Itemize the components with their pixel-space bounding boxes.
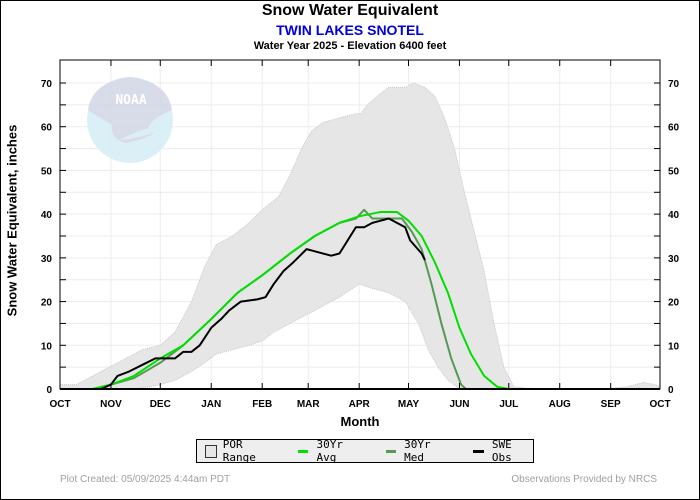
- x-tick-label: JAN: [201, 399, 221, 410]
- legend-swatch-avg: [297, 449, 309, 453]
- x-tick-label: JUN: [449, 399, 469, 410]
- x-tick-label: SEP: [601, 399, 621, 410]
- legend-swatch-med: [385, 449, 397, 453]
- y-tick-label-right: 40: [668, 210, 680, 221]
- por-range-area: [59, 82, 661, 390]
- legend: POR Range 30Yr Avg 30Yr Med SWE Obs: [196, 438, 534, 464]
- y-tick-label-right: 70: [668, 79, 680, 90]
- watermark-text: NOAA: [115, 93, 146, 108]
- x-tick-label: MAR: [297, 399, 321, 410]
- legend-item-swe-obs: SWE Obs: [473, 438, 533, 464]
- legend-item-30yr-med: 30Yr Med: [385, 438, 452, 464]
- legend-swatch-obs: [473, 449, 484, 453]
- y-axis-label: Snow Water Equivalent, inches: [4, 124, 20, 317]
- y-tick-label-right: 30: [668, 254, 680, 265]
- plot-created: Plot Created: 05/09/2025 4:44am PDT: [60, 474, 231, 485]
- legend-label: SWE Obs: [491, 438, 512, 464]
- x-tick-label: MAY: [398, 399, 420, 410]
- y-tick-label-left: 30: [41, 254, 53, 265]
- legend-label: 30Yr Med: [404, 438, 431, 464]
- legend-item-30yr-avg: 30Yr Avg: [297, 438, 364, 464]
- y-tick-label-right: 20: [668, 298, 680, 309]
- axes: [59, 59, 661, 390]
- y-tick-label-right: 0: [668, 385, 674, 396]
- data-source: Observations Provided by NRCS: [511, 474, 657, 485]
- y-tick-label-left: 20: [41, 298, 53, 309]
- legend-label: 30Yr Avg: [316, 438, 343, 464]
- por-range-band: [59, 82, 661, 390]
- chart-title: Snow Water Equivalent: [261, 2, 439, 19]
- x-tick-label: OCT: [49, 399, 70, 410]
- x-tick-label: NOV: [100, 399, 122, 410]
- legend-item-por-range: POR Range: [205, 438, 276, 464]
- y-tick-label-left: 50: [41, 166, 53, 177]
- y-tick-label-left: 60: [41, 123, 53, 134]
- x-tick-label: APR: [349, 399, 371, 410]
- y-tick-label-left: 10: [41, 341, 53, 352]
- y-tick-label-left: 40: [41, 210, 53, 221]
- y-tick-label-right: 10: [668, 341, 680, 352]
- series-swe-obs: [60, 217, 426, 390]
- legend-label: POR Range: [222, 438, 256, 464]
- y-tick-label-left: 70: [41, 79, 53, 90]
- y-tick-label-left: 0: [46, 385, 52, 396]
- tick-labels: 0 0 10 10 20 20 30 30 40 40 50 50 60 60 70 70 OCT NOV DEC J…: [41, 79, 680, 410]
- station-name: TWIN LAKES SNOTEL: [276, 22, 424, 38]
- chart-subtitle: Water Year 2025 - Elevation 6400 feet: [253, 40, 447, 52]
- legend-swatch-por: [205, 444, 217, 458]
- y-tick-label-right: 50: [668, 166, 680, 177]
- series-lines: [60, 208, 660, 390]
- y-tick-label-right: 60: [668, 123, 680, 134]
- x-axis-label: Month: [340, 414, 380, 429]
- x-tick-label: JUL: [499, 399, 518, 410]
- x-tick-label: DEC: [150, 399, 171, 410]
- noaa-logo-icon: NOAA: [87, 77, 173, 163]
- x-tick-label: OCT: [649, 399, 670, 410]
- x-tick-label: FEB: [252, 399, 272, 410]
- x-tick-label: AUG: [549, 399, 571, 410]
- series-30yr-med: [60, 208, 660, 390]
